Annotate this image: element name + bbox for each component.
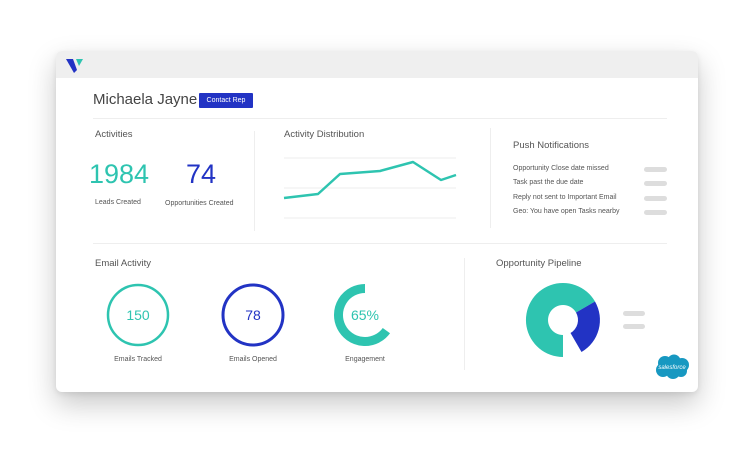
activities-title: Activities: [95, 129, 133, 140]
emails-opened-value: 78: [245, 307, 261, 323]
opportunity-pipeline-donut: [525, 283, 600, 358]
user-name: Michaela Jayne: [93, 91, 198, 108]
push-notifications-title: Push Notifications: [513, 140, 590, 151]
emails-opened-ring: [221, 283, 285, 347]
email-activity-title: Email Activity: [95, 258, 151, 269]
notification-item: Opportunity Close date missed: [513, 165, 609, 172]
notification-item: Task past the due date: [513, 179, 584, 186]
pipeline-legend-item: [623, 311, 645, 316]
email-activity-rings: [106, 283, 391, 347]
leads-created-value: 1984: [89, 159, 150, 189]
notification-toggle[interactable]: [644, 196, 667, 201]
opportunities-created-value: 74: [186, 159, 217, 189]
header-divider: [93, 118, 667, 119]
leads-created-label: Leads Created: [95, 199, 141, 206]
section-divider: [490, 128, 491, 228]
title-bar: [56, 51, 698, 78]
section-divider: [254, 131, 255, 231]
emails-tracked-value: 150: [126, 307, 150, 323]
engagement-arc: [333, 284, 391, 346]
notification-toggle[interactable]: [644, 181, 667, 186]
notification-toggle[interactable]: [644, 210, 667, 215]
emails-opened-label: Emails Opened: [229, 356, 277, 363]
activity-distribution-title: Activity Distribution: [284, 129, 365, 140]
contact-rep-button[interactable]: Contact Rep: [199, 93, 253, 108]
brand-v-logo-icon: [66, 59, 83, 73]
svg-text:salesforce: salesforce: [658, 365, 686, 371]
activity-distribution-chart: [283, 157, 457, 219]
app-window: Michaela Jayne Contact Rep Activities 19…: [56, 51, 698, 392]
middle-divider: [93, 243, 667, 244]
salesforce-logo-icon: salesforce: [656, 354, 689, 379]
notification-toggle[interactable]: [644, 167, 667, 172]
emails-tracked-ring: [106, 283, 170, 347]
opportunities-created-label: Opportunities Created: [165, 200, 234, 207]
emails-tracked-label: Emails Tracked: [114, 356, 162, 363]
opportunity-pipeline-title: Opportunity Pipeline: [496, 258, 582, 269]
notification-item: Geo: You have open Tasks nearby: [513, 208, 620, 215]
section-divider: [464, 258, 465, 370]
notification-item: Reply not sent to Important Email: [513, 194, 617, 201]
engagement-label: Engagement: [345, 356, 385, 363]
engagement-value: 65%: [350, 307, 380, 323]
pipeline-legend-item: [623, 324, 645, 329]
